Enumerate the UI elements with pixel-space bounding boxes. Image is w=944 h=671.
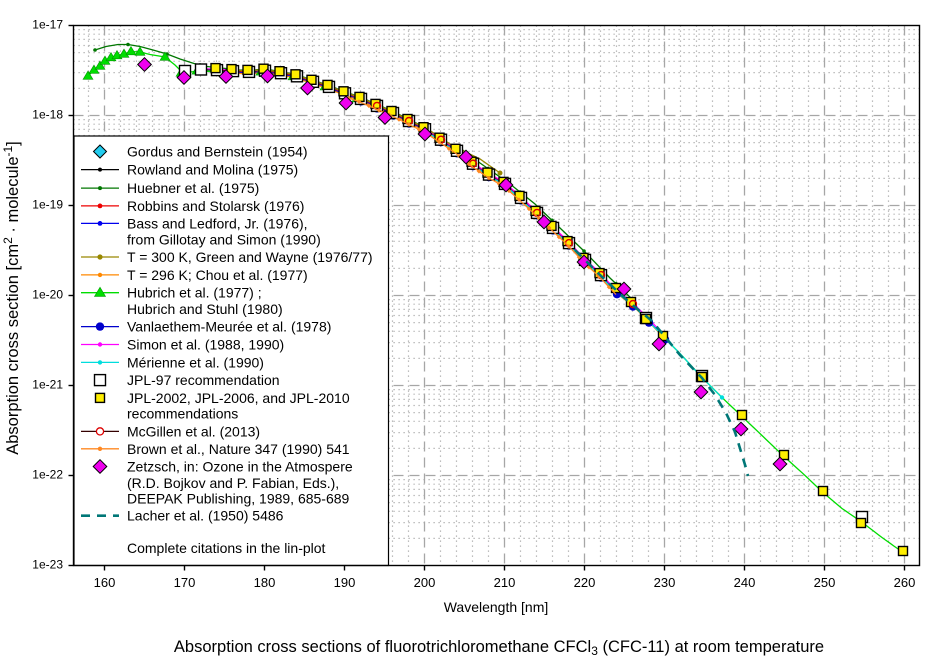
svg-text:220: 220 (574, 575, 596, 590)
svg-text:Vanlaethem-Meurée et al. (1978: Vanlaethem-Meurée et al. (1978) (127, 319, 331, 335)
svg-text:JPL-97 recommendation: JPL-97 recommendation (127, 372, 280, 388)
svg-text:240: 240 (734, 575, 756, 590)
svg-text:T = 300 K, Green and Wayne (19: T = 300 K, Green and Wayne (1976/77) (127, 249, 373, 265)
svg-text:250: 250 (814, 575, 836, 590)
svg-text:200: 200 (414, 575, 436, 590)
svg-text:DEEPAK Publishing, 1989, 685-6: DEEPAK Publishing, 1989, 685-689 (127, 490, 350, 506)
svg-text:Absorption cross section [cm2: Absorption cross section [cm2 · molecule… (1, 141, 22, 455)
svg-text:1e-20: 1e-20 (32, 288, 63, 302)
svg-text:1e-18: 1e-18 (32, 108, 63, 122)
svg-text:1e-22: 1e-22 (32, 468, 63, 482)
svg-text:160: 160 (94, 575, 116, 590)
svg-text:1e-19: 1e-19 (32, 198, 63, 212)
svg-text:Rowland and Molina (1975): Rowland and Molina (1975) (127, 162, 298, 178)
svg-text:Lacher et al. (1950) 5486: Lacher et al. (1950) 5486 (127, 508, 284, 524)
svg-text:260: 260 (894, 575, 916, 590)
svg-text:Gordus and Bernstein (1954): Gordus and Bernstein (1954) (127, 144, 308, 160)
svg-text:1e-21: 1e-21 (32, 378, 63, 392)
svg-text:190: 190 (334, 575, 356, 590)
svg-text:T = 296 K; Chou et al. (1977): T = 296 K; Chou et al. (1977) (127, 267, 308, 283)
svg-text:Complete citations in the lin-: Complete citations in the lin-plot (127, 540, 326, 556)
svg-text:1e-17: 1e-17 (32, 18, 63, 32)
svg-text:McGillen et al. (2013): McGillen et al. (2013) (127, 423, 260, 439)
svg-text:Wavelength [nm]: Wavelength [nm] (444, 599, 549, 615)
svg-text:180: 180 (254, 575, 276, 590)
svg-text:230: 230 (654, 575, 676, 590)
svg-text:Bass and Ledford, Jr. (1976),: Bass and Ledford, Jr. (1976), (127, 215, 308, 231)
svg-text:Hubrich et al. (1977) ;: Hubrich et al. (1977) ; (127, 285, 262, 301)
svg-text:from Gillotay and Simon (1990): from Gillotay and Simon (1990) (127, 232, 321, 248)
svg-text:Mérienne et al. (1990): Mérienne et al. (1990) (127, 354, 264, 370)
svg-text:recommendations: recommendations (127, 406, 238, 422)
svg-text:Huebner et al. (1975): Huebner et al. (1975) (127, 180, 259, 196)
svg-text:170: 170 (174, 575, 196, 590)
svg-text:Hubrich and Stuhl (1980): Hubrich and Stuhl (1980) (127, 301, 283, 317)
svg-text:(R.D. Bojkov and P. Fabian, Ed: (R.D. Bojkov and P. Fabian, Eds.), (127, 475, 339, 491)
svg-text:JPL-2002, JPL-2006, and JPL-20: JPL-2002, JPL-2006, and JPL-2010 (127, 390, 350, 406)
svg-text:210: 210 (494, 575, 516, 590)
svg-text:Robbins and Stolarsk (1976): Robbins and Stolarsk (1976) (127, 198, 304, 214)
svg-text:1e-23: 1e-23 (32, 558, 63, 572)
svg-text:Simon et al. (1988, 1990): Simon et al. (1988, 1990) (127, 337, 284, 353)
svg-text:Brown et al., Nature 347 (1990: Brown et al., Nature 347 (1990) 541 (127, 441, 350, 457)
svg-text:Absorption cross sections of f: Absorption cross sections of fluorotrich… (174, 638, 824, 658)
svg-text:Zetzsch, in: Ozone in the Atmo: Zetzsch, in: Ozone in the Atmospere (127, 459, 353, 475)
